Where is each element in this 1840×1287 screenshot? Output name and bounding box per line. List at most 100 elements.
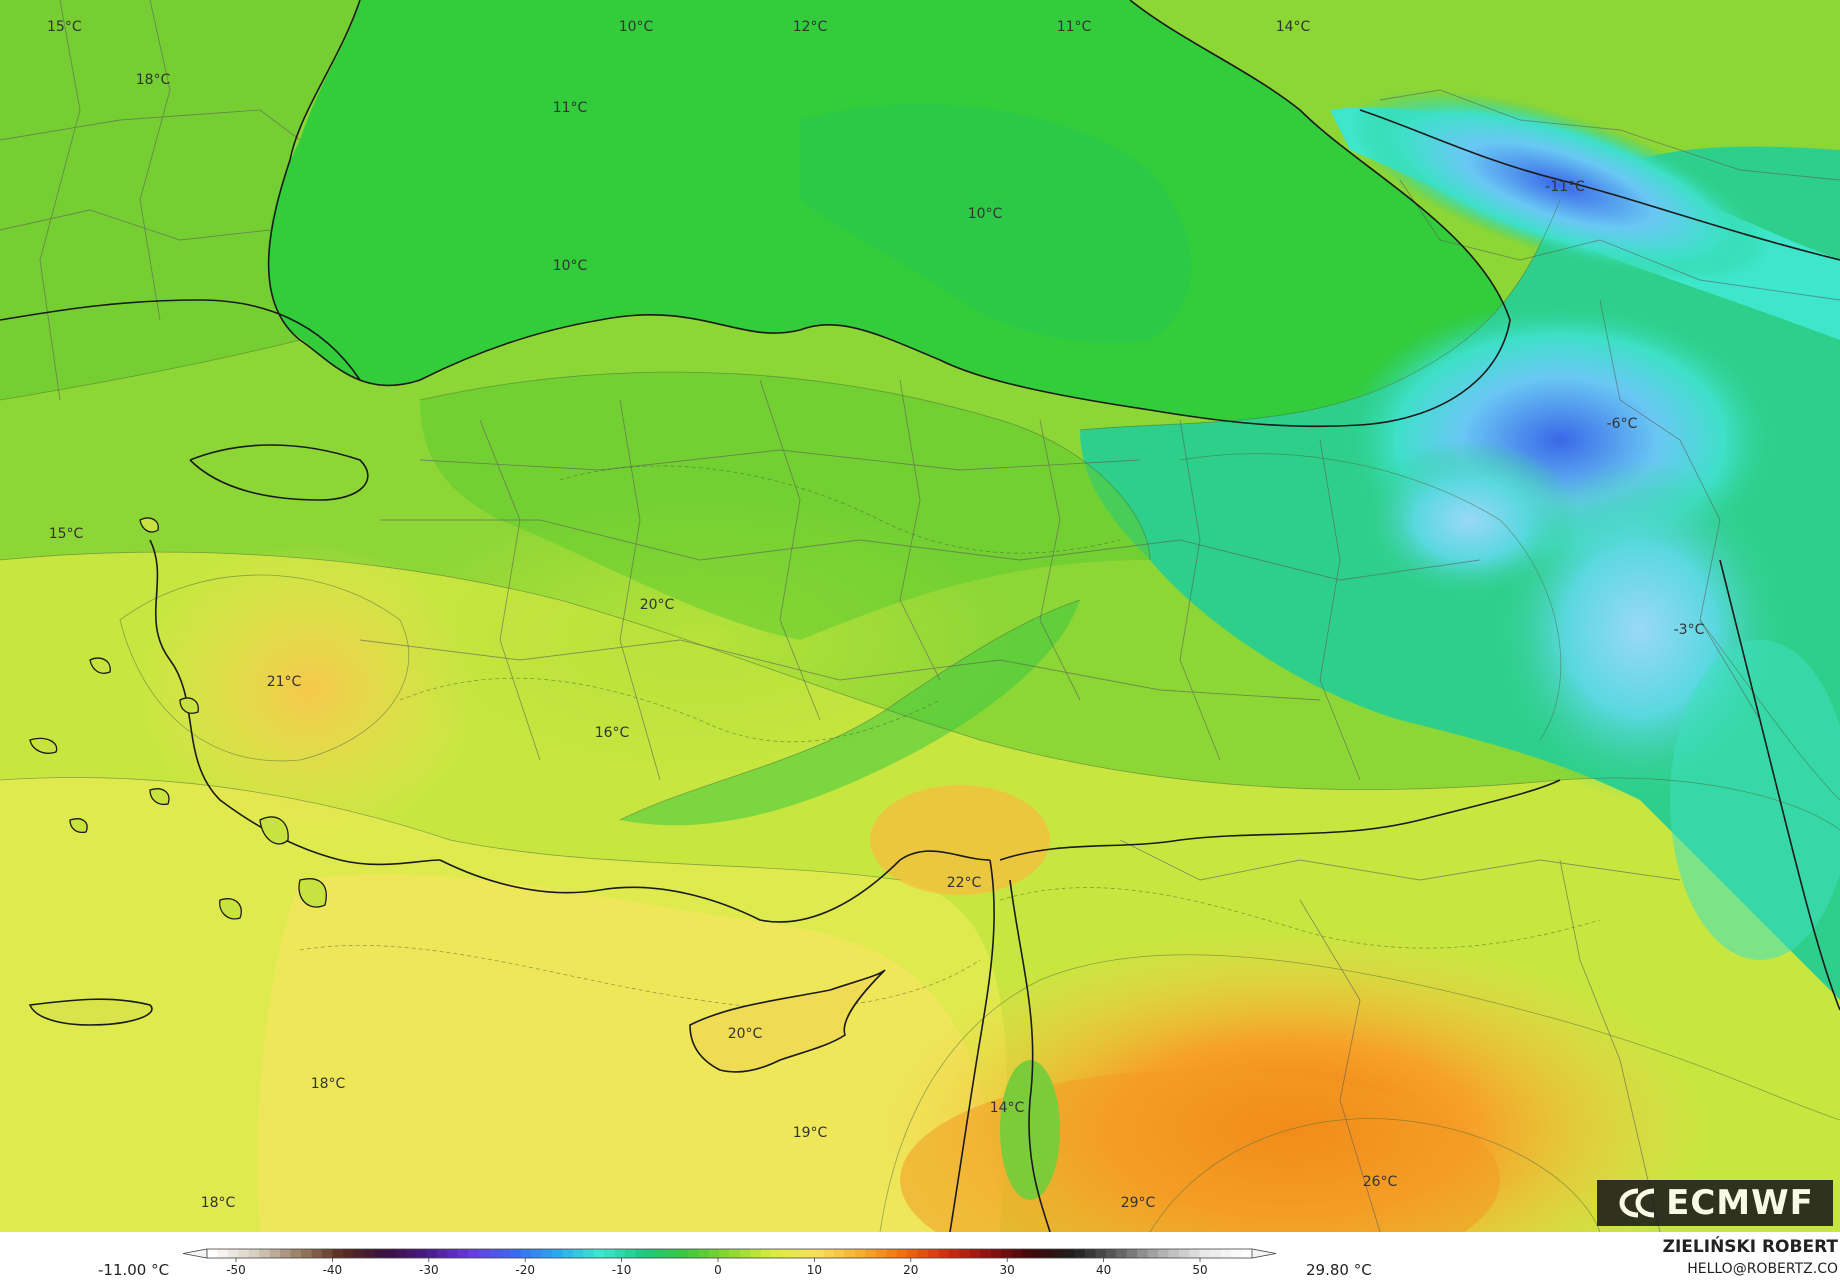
- black-sea-coast: [267, 0, 1511, 428]
- scale-cell: [1231, 1249, 1243, 1258]
- ecmwf-logo-text: ECMWF: [1666, 1183, 1814, 1223]
- temp-label: 26°C: [1363, 1174, 1398, 1190]
- scale-cell: [227, 1249, 239, 1258]
- scale-cell: [865, 1249, 877, 1258]
- scale-cell: [635, 1249, 647, 1258]
- scale-cell: [363, 1249, 375, 1258]
- van-cold: [1360, 440, 1580, 600]
- scale-cell: [750, 1249, 762, 1258]
- scale-cell: [677, 1249, 689, 1258]
- scale-cell: [823, 1249, 835, 1258]
- scale-cell: [374, 1249, 386, 1258]
- borders-coastlines: [0, 0, 1840, 1232]
- scale-cell: [1220, 1249, 1232, 1258]
- scale-cell: [572, 1249, 584, 1258]
- scale-cell: [1116, 1249, 1128, 1258]
- scale-cell: [666, 1249, 678, 1258]
- aegean-islands: [29, 517, 327, 920]
- scale-cell: [457, 1249, 469, 1258]
- temp-label: 14°C: [1276, 19, 1311, 35]
- scale-cell: [593, 1249, 605, 1258]
- scale-cell: [645, 1249, 657, 1258]
- temp-label: 18°C: [201, 1195, 236, 1211]
- cyprus-island: [689, 969, 886, 1073]
- scale-tick-label: 40: [1096, 1263, 1111, 1277]
- scale-cell: [1168, 1249, 1180, 1258]
- isotherm-dashed: [299, 465, 1601, 1009]
- isotherm-contours: [0, 199, 1840, 1232]
- temp-label: 15°C: [49, 526, 84, 542]
- zagros-cold: [1670, 640, 1840, 960]
- scale-cell: [708, 1249, 720, 1258]
- scale-cell: [395, 1249, 407, 1258]
- scale-cell: [1053, 1249, 1065, 1258]
- scale-cell: [896, 1249, 908, 1258]
- iraq-iran-border: [1719, 559, 1840, 1011]
- scale-cell: [530, 1249, 542, 1258]
- lebanon-syria-border: [1009, 879, 1051, 1232]
- scale-cell: [760, 1249, 772, 1258]
- scale-cell: [1074, 1249, 1086, 1258]
- lebanon-cool: [1000, 1060, 1060, 1200]
- scale-cell: [802, 1249, 814, 1258]
- pontic-green: [420, 372, 1150, 640]
- balkan-border: [0, 299, 361, 381]
- temp-label: 11°C: [1057, 19, 1092, 35]
- scale-cell: [583, 1249, 595, 1258]
- scale-cell: [562, 1249, 574, 1258]
- scale-cell: [447, 1249, 459, 1258]
- scale-cell: [311, 1249, 323, 1258]
- scale-cell: [813, 1249, 825, 1258]
- temp-label: 10°C: [553, 258, 588, 274]
- scale-cell: [1178, 1249, 1190, 1258]
- scale-cell: [353, 1249, 365, 1258]
- scale-cell: [405, 1249, 417, 1258]
- scale-cell: [834, 1249, 846, 1258]
- legend-footer: -50 -40 -30 -20 -10 0 10 20 30 40 50: [0, 1232, 1840, 1287]
- scale-tick-label: -20: [515, 1263, 535, 1277]
- scale-cell: [948, 1249, 960, 1258]
- scale-cell: [980, 1249, 992, 1258]
- scale-cell: [1137, 1249, 1149, 1258]
- scale-cell: [321, 1249, 333, 1258]
- scale-cell: [1126, 1249, 1138, 1258]
- scale-cell: [907, 1249, 919, 1258]
- scale-cell: [478, 1249, 490, 1258]
- crete-island: [28, 998, 153, 1026]
- scale-cell: [729, 1249, 741, 1258]
- scale-cell: [1157, 1249, 1169, 1258]
- cilicia-warm: [870, 785, 1050, 895]
- scale-cell: [687, 1249, 699, 1258]
- author-email: HELLO@ROBERTZ.CO: [1687, 1261, 1838, 1277]
- temp-label: 20°C: [728, 1026, 763, 1042]
- temp-label: 22°C: [947, 875, 982, 891]
- scale-border: [206, 1248, 1253, 1259]
- temp-label: 12°C: [793, 19, 828, 35]
- scale-cell: [792, 1249, 804, 1258]
- scale-tick-label: 20: [903, 1263, 918, 1277]
- temp-label: 21°C: [267, 674, 302, 690]
- scale-tick-label: -30: [419, 1263, 439, 1277]
- temp-label: -11°C: [1545, 179, 1585, 195]
- color-scale-bar: -50 -40 -30 -20 -10 0 10 20 30 40 50: [182, 1248, 1277, 1277]
- scale-min-label: -11.00 °C: [98, 1261, 170, 1279]
- temperature-labels: 15°C 10°C 12°C 11°C 14°C 18°C 11°C -11°C…: [47, 19, 1705, 1211]
- scale-cell: [781, 1249, 793, 1258]
- scale-cell: [771, 1249, 783, 1258]
- scale-arrow-right: [1251, 1248, 1277, 1259]
- scale-cell: [1001, 1249, 1013, 1258]
- marmara-coast: [189, 444, 369, 501]
- scale-cell: [280, 1249, 292, 1258]
- scale-cell: [614, 1249, 626, 1258]
- scale-cell: [625, 1249, 637, 1258]
- scale-cell: [1147, 1249, 1159, 1258]
- scale-tick-label: 0: [714, 1263, 722, 1277]
- temperature-map: 15°C 10°C 12°C 11°C 14°C 18°C 11°C -11°C…: [0, 0, 1840, 1232]
- scale-cell: [698, 1249, 710, 1258]
- scale-cell: [269, 1249, 281, 1258]
- scale-cell: [990, 1249, 1002, 1258]
- scale-cell: [259, 1249, 271, 1258]
- scale-cell: [1063, 1249, 1075, 1258]
- scale-cell: [290, 1249, 302, 1258]
